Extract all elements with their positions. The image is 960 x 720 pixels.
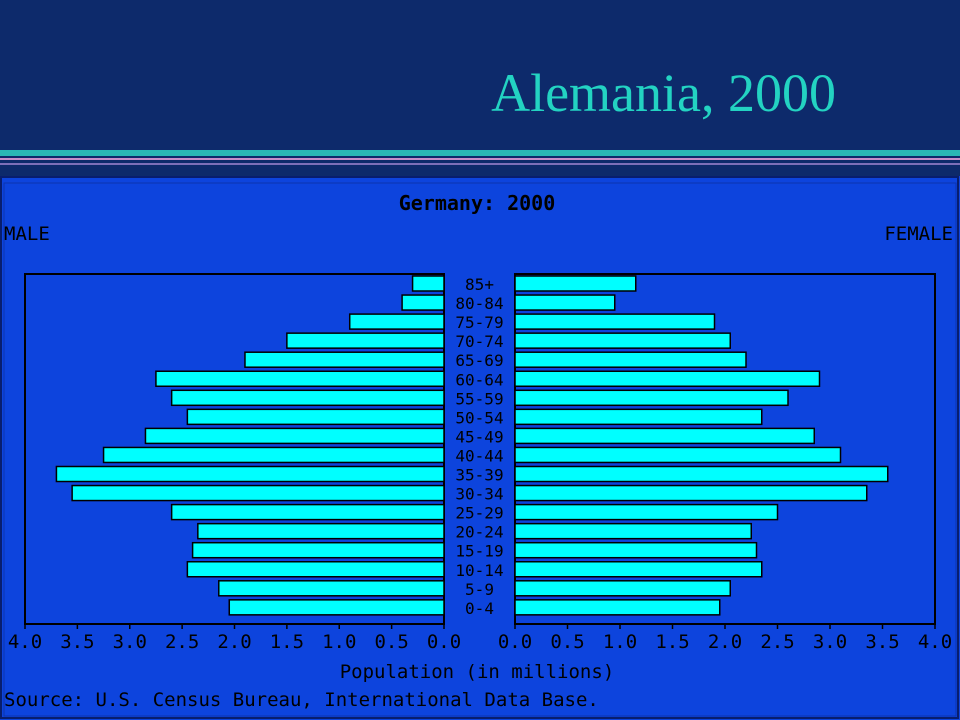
male-bar-75-79 — [348, 313, 445, 330]
age-label: 75-79 — [455, 313, 503, 332]
female-tick-label: 0.5 — [550, 631, 584, 653]
age-label: 70-74 — [455, 332, 503, 351]
age-label: 5-9 — [465, 580, 494, 599]
female-bar-30-34 — [514, 484, 868, 502]
female-bar-70-74 — [514, 332, 731, 349]
female-bar-15-19 — [514, 541, 758, 559]
male-tick-label: 2.5 — [165, 631, 199, 653]
male-bar-35-39 — [55, 465, 445, 483]
female-bar-55-59 — [514, 389, 789, 407]
female-tick-label: 2.0 — [708, 631, 742, 653]
male-tick-label: 3.0 — [113, 631, 147, 653]
male-bar-80-84 — [401, 294, 445, 311]
age-label: 35-39 — [455, 466, 503, 485]
age-label: 50-54 — [455, 408, 503, 427]
title-rule-purple — [0, 163, 960, 165]
male-bar-85+ — [411, 275, 445, 292]
age-label: 55-59 — [455, 389, 503, 408]
chart-title: Germany: 2000 — [399, 191, 556, 215]
male-tick-label: 4.0 — [8, 631, 42, 653]
male-bar-20-24 — [197, 522, 445, 540]
male-tick-label: 0.5 — [374, 631, 408, 653]
male-bar-15-19 — [191, 541, 445, 559]
male-tick-label: 2.0 — [217, 631, 251, 653]
female-label: FEMALE — [884, 223, 953, 245]
female-bar-40-44 — [514, 446, 842, 464]
female-bar-45-49 — [514, 427, 815, 445]
female-tick-label: 4.0 — [918, 631, 952, 653]
slide-title: Alemania, 2000 — [491, 63, 836, 123]
male-bar-30-34 — [71, 484, 445, 502]
female-bar-50-54 — [514, 408, 763, 426]
male-tick-label: 1.5 — [270, 631, 304, 653]
age-label: 40-44 — [455, 446, 503, 465]
female-tick-label: 1.5 — [655, 631, 689, 653]
female-bar-25-29 — [514, 503, 779, 521]
male-bar-40-44 — [102, 446, 445, 464]
male-bar-10-14 — [186, 561, 445, 578]
age-label: 80-84 — [455, 294, 503, 313]
male-bar-55-59 — [170, 389, 445, 407]
male-bar-5-9 — [218, 580, 445, 597]
male-bar-25-29 — [170, 503, 445, 521]
female-bar-80-84 — [514, 294, 616, 311]
age-label: 45-49 — [455, 427, 503, 446]
male-bar-0-4 — [228, 599, 445, 616]
age-label: 60-64 — [455, 370, 503, 389]
male-bar-45-49 — [144, 427, 445, 445]
female-tick-label: 2.5 — [760, 631, 794, 653]
male-bar-70-74 — [286, 332, 445, 349]
female-bar-35-39 — [514, 465, 889, 483]
male-bar-65-69 — [244, 351, 445, 368]
male-tick-label: 1.0 — [322, 631, 356, 653]
female-tick-label: 3.0 — [813, 631, 847, 653]
male-tick-label: 0.0 — [427, 631, 461, 653]
female-tick-label: 3.5 — [865, 631, 899, 653]
female-bar-60-64 — [514, 370, 821, 387]
female-bar-65-69 — [514, 351, 747, 368]
female-bar-5-9 — [514, 580, 731, 597]
male-tick-label: 3.5 — [60, 631, 94, 653]
chart-panel-border — [0, 176, 959, 719]
age-label: 15-19 — [455, 542, 503, 561]
age-label: 30-34 — [455, 485, 503, 504]
female-bar-20-24 — [514, 522, 752, 540]
male-label: MALE — [4, 223, 50, 245]
source-note: Source: U.S. Census Bureau, Internationa… — [4, 689, 599, 711]
male-bar-50-54 — [186, 408, 445, 426]
age-label: 65-69 — [455, 351, 503, 370]
age-label: 25-29 — [455, 504, 503, 523]
age-label: 0-4 — [465, 599, 494, 618]
female-bar-75-79 — [514, 313, 716, 330]
x-axis-label: Population (in millions) — [340, 661, 615, 683]
panel-inner-edge — [3, 182, 957, 717]
male-bar-60-64 — [155, 370, 445, 387]
female-bar-10-14 — [514, 561, 763, 578]
female-tick-label: 1.0 — [603, 631, 637, 653]
female-tick-label: 0.0 — [498, 631, 532, 653]
title-rule-teal — [0, 150, 960, 156]
female-bar-0-4 — [514, 599, 721, 616]
title-rule-pink — [0, 158, 960, 160]
age-label: 85+ — [465, 275, 494, 294]
female-bar-85+ — [514, 275, 637, 292]
age-label: 20-24 — [455, 523, 503, 542]
age-label: 10-14 — [455, 561, 503, 580]
